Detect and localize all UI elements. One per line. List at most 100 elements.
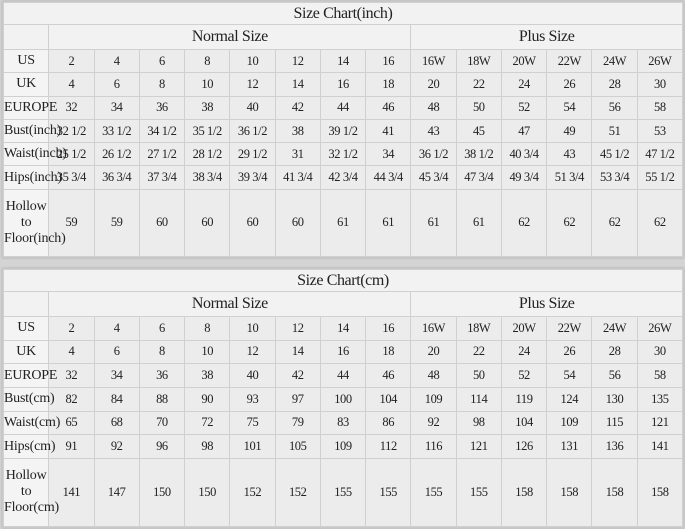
- size-cell: 18W: [455, 316, 502, 341]
- size-cell: 86: [365, 410, 412, 436]
- table-row: UK 4 6 8 10 12 14 16 18 20 22 24 26 28 30: [2, 339, 684, 365]
- size-cell: 52: [500, 363, 548, 388]
- group-header: Plus Size: [410, 24, 683, 50]
- size-chart-inch: Size Chart(inch) Normal Size Plus Size US 2 4…: [2, 1, 684, 258]
- size-cell: 24W: [591, 48, 638, 74]
- size-cell: 51 3/4: [546, 165, 593, 190]
- size-cell: 96: [138, 434, 186, 459]
- size-cell: 104: [365, 386, 412, 412]
- size-cell: 26W: [636, 316, 684, 341]
- size-cell: 119: [500, 386, 548, 412]
- size-cell: 82: [48, 386, 95, 412]
- row-label: Bust(inch): [2, 118, 61, 144]
- size-cell: 104: [500, 410, 548, 436]
- size-cell: 60: [229, 188, 276, 258]
- size-cell: 92: [410, 410, 457, 436]
- size-cell: 83: [319, 410, 367, 436]
- size-cell: 55 1/2: [636, 165, 684, 190]
- size-cell: 26: [546, 339, 593, 365]
- size-cell: 158: [636, 457, 684, 528]
- size-cell: 42 3/4: [319, 165, 367, 190]
- size-cell: 32: [48, 363, 95, 388]
- size-cell: 38: [274, 118, 321, 144]
- size-cell: 150: [184, 457, 231, 528]
- size-cell: 65: [48, 410, 95, 436]
- size-cell: 147: [93, 457, 140, 528]
- size-cell: 4: [48, 72, 95, 97]
- size-cell: 36 1/2: [229, 118, 276, 144]
- row-label: US: [2, 316, 50, 341]
- size-cell: 28 1/2: [184, 142, 231, 167]
- size-cell: 141: [48, 457, 95, 528]
- size-cell: 60: [274, 188, 321, 258]
- size-cell: 41: [365, 118, 412, 144]
- group-header-row: Normal Size Plus Size: [2, 24, 683, 50]
- row-label: Hollow to Floor(cm): [2, 457, 59, 528]
- size-cell: 26 1/2: [93, 142, 140, 167]
- size-cell: 121: [636, 410, 684, 436]
- size-cell: 58: [636, 95, 684, 120]
- size-cell: 121: [455, 434, 502, 459]
- size-cell: 70: [138, 410, 186, 436]
- size-cell: 16: [365, 48, 412, 74]
- size-cell: 8: [138, 339, 186, 365]
- size-cell: 131: [546, 434, 593, 459]
- size-cell: 50: [455, 95, 502, 120]
- size-cell: 4: [48, 339, 95, 365]
- size-cell: 152: [274, 457, 321, 528]
- size-cell: 34 1/2: [138, 118, 186, 144]
- size-cell: 29 1/2: [229, 142, 276, 167]
- size-cell: 38: [184, 95, 231, 120]
- size-cell: 152: [229, 457, 276, 528]
- size-cell: 62: [546, 188, 593, 258]
- size-cell: 49: [546, 118, 593, 144]
- size-cell: 34: [365, 142, 412, 167]
- size-cell: 158: [591, 457, 638, 528]
- group-header: Normal Size: [48, 291, 412, 317]
- size-cell: 98: [455, 410, 502, 436]
- size-cell: 61: [365, 188, 412, 258]
- size-cell: 59: [93, 188, 140, 258]
- size-cell: 30: [636, 72, 684, 97]
- size-cell: 109: [319, 434, 367, 459]
- size-cell: 44 3/4: [365, 165, 412, 190]
- size-cell: 12: [274, 48, 321, 74]
- size-cell: 114: [455, 386, 502, 412]
- size-cell: 14: [319, 48, 367, 74]
- size-cell: 126: [500, 434, 548, 459]
- size-cell: 18: [365, 339, 412, 365]
- size-cell: 16W: [410, 48, 457, 74]
- table-row: EUROPE 32 34 36 38 40 42 44 46 48 50 52 54 56 58: [2, 363, 684, 388]
- size-cell: 93: [229, 386, 276, 412]
- size-cell: 155: [455, 457, 502, 528]
- size-table-cm: Size Chart(cm) Normal Size Plus Size US 2 4 6 8…: [2, 269, 684, 528]
- size-cell: 26: [546, 72, 593, 97]
- size-cell: 42: [274, 95, 321, 120]
- size-cell: 130: [591, 386, 638, 412]
- table-row: Waist(cm) 65 68 70 72 75 79 83 86 92 98 104 109 115 12…: [2, 410, 684, 436]
- table-row: Hollow to Floor(inch) 59 59 60 60 60 60 61 61 61 6…: [2, 188, 684, 258]
- size-cell: 22W: [546, 48, 593, 74]
- size-cell: 12: [229, 72, 276, 97]
- size-cell: 27 1/2: [138, 142, 186, 167]
- size-cell: 44: [319, 363, 367, 388]
- size-cell: 38 3/4: [184, 165, 231, 190]
- size-cell: 28: [591, 339, 638, 365]
- size-cell: 39 1/2: [319, 118, 367, 144]
- size-cell: 91: [48, 434, 95, 459]
- size-cell: 36: [138, 363, 186, 388]
- size-cell: 92: [93, 434, 140, 459]
- size-cell: 20W: [500, 316, 548, 341]
- size-cell: 40 3/4: [500, 142, 548, 167]
- size-cell: 45 3/4: [410, 165, 457, 190]
- size-cell: 35 1/2: [184, 118, 231, 144]
- size-cell: 8: [138, 72, 186, 97]
- size-cell: 54: [546, 363, 593, 388]
- size-cell: 84: [93, 386, 140, 412]
- size-cell: 14: [274, 339, 321, 365]
- row-label: US: [2, 48, 50, 74]
- size-cell: 52: [500, 95, 548, 120]
- size-cell: 16: [319, 339, 367, 365]
- size-cell: 37 3/4: [138, 165, 186, 190]
- size-cell: 155: [319, 457, 367, 528]
